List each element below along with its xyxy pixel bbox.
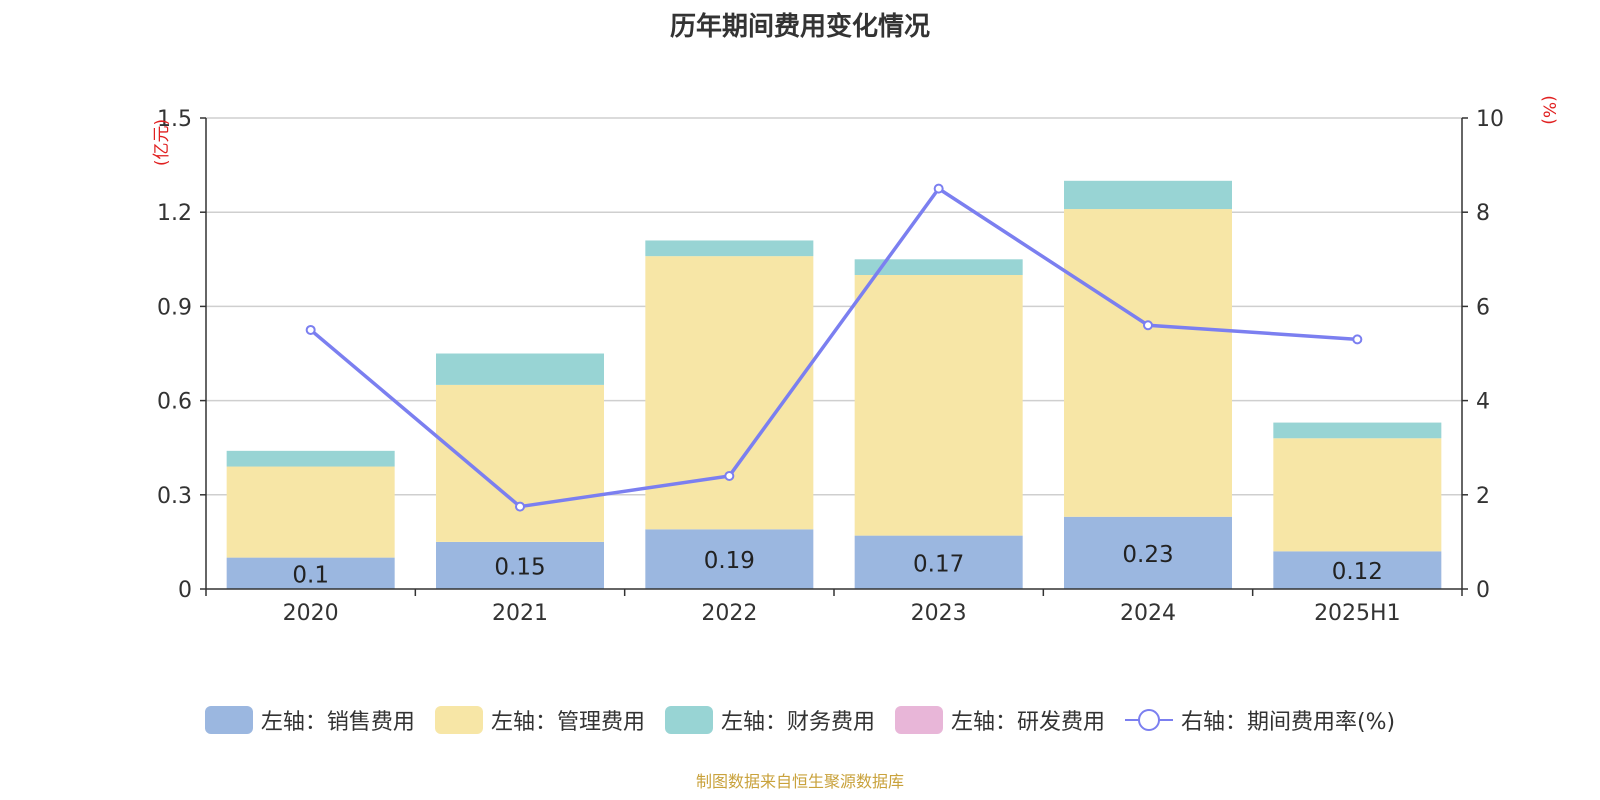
rate-point <box>515 501 525 512</box>
x-axis-tick-label: 2025H1 <box>1314 601 1401 626</box>
legend-swatch-rnd <box>894 706 943 734</box>
chart-plot: 0 0.3 0.6 0.9 1.2 1.5 0 2 4 6 8 10 0.1 2020 0.15 2021 0.… <box>157 107 1504 626</box>
bar-segment-0 <box>436 541 604 589</box>
bar-segment-1 <box>854 275 1023 536</box>
left-axis-tick-label: 0.3 <box>157 484 192 509</box>
legend-item-rate[interactable]: 右轴：期间费用率(%) <box>1124 704 1396 736</box>
legend-label-finance: 左轴：财务费用 <box>720 710 875 735</box>
bar-segment-2 <box>1064 180 1232 210</box>
right-axis-tick-label: 0 <box>1476 578 1490 603</box>
bar-data-label: 0.1 <box>292 562 329 588</box>
chart-legend: 左轴：销售费用 左轴：管理费用 左轴：财务费用 左轴：研发费用 右轴：期间费用率… <box>0 704 1600 736</box>
right-axis-tick-label: 2 <box>1476 484 1490 509</box>
legend-swatch-sales <box>204 706 253 734</box>
legend-swatch-finance <box>664 706 713 734</box>
right-axis-unit: (%) <box>1534 95 1563 124</box>
left-axis-unit-text: (亿元) <box>152 118 173 167</box>
x-axis-tick-label: 2020 <box>283 601 339 626</box>
rate-point <box>933 183 944 194</box>
legend-line-marker-icon <box>1124 709 1173 731</box>
legend-item-rnd[interactable]: 左轴：研发费用 <box>894 704 1105 736</box>
bar-data-label: 0.12 <box>1332 559 1383 585</box>
left-axis-unit: (亿元) <box>136 119 172 166</box>
x-axis-tick-label: 2022 <box>701 601 757 626</box>
bar-segment-2 <box>645 240 814 257</box>
right-axis-tick-label: 8 <box>1476 201 1490 226</box>
bar-segment-1 <box>226 466 395 558</box>
rate-point <box>305 324 316 335</box>
bar-data-label: 0.19 <box>704 548 755 574</box>
bar-segment-1 <box>436 384 604 542</box>
left-axis-tick-label: 0.9 <box>157 295 192 320</box>
bar-segment-0 <box>1064 516 1232 589</box>
legend-swatch-admin <box>434 706 483 734</box>
x-axis-tick-label: 2023 <box>911 601 967 626</box>
legend-item-finance[interactable]: 左轴：财务费用 <box>664 704 875 736</box>
left-axis-tick-label: 0 <box>178 578 192 603</box>
right-axis-unit-text: (%) <box>1538 95 1559 125</box>
right-axis-tick-label: 6 <box>1476 295 1490 320</box>
bar-segment-1 <box>1064 209 1232 517</box>
legend-label-admin: 左轴：管理费用 <box>490 710 645 735</box>
left-axis-tick-label: 1.5 <box>157 107 192 132</box>
source-note: 制图数据来自恒生聚源数据库 <box>695 772 904 791</box>
legend-label-sales: 左轴：销售费用 <box>260 710 415 735</box>
left-axis-tick-label: 1.2 <box>157 201 192 226</box>
left-axis-tick-label: 0.6 <box>157 390 192 415</box>
legend-item-sales[interactable]: 左轴：销售费用 <box>204 704 415 736</box>
bar-segment-1 <box>1273 438 1442 552</box>
legend-swatch-rate <box>1124 706 1173 734</box>
right-axis-tick-label: 10 <box>1476 107 1504 132</box>
bar-data-label: 0.17 <box>913 551 964 577</box>
x-axis-tick-label: 2021 <box>492 601 548 626</box>
bar-data-label: 0.23 <box>1122 542 1173 568</box>
legend-label-rnd: 左轴：研发费用 <box>950 710 1105 735</box>
bar-segment-0 <box>854 535 1023 589</box>
rate-point <box>1352 334 1363 345</box>
bar-segment-2 <box>436 353 604 385</box>
right-axis-tick-label: 4 <box>1476 390 1490 415</box>
x-axis-tick-label: 2024 <box>1120 601 1176 626</box>
bar-segment-0 <box>645 529 814 589</box>
rate-point <box>724 470 735 481</box>
rate-point <box>1143 320 1153 331</box>
legend-item-admin[interactable]: 左轴：管理费用 <box>434 704 645 736</box>
bar-segment-2 <box>854 259 1023 275</box>
bar-segment-2 <box>226 450 395 467</box>
bar-segment-0 <box>1273 551 1442 589</box>
legend-label-rate: 右轴：期间费用率(%) <box>1180 710 1396 735</box>
chart-title: 历年期间费用变化情况 <box>669 12 930 42</box>
bar-segment-2 <box>1273 422 1442 439</box>
rate-line <box>309 186 1358 509</box>
bar-segment-0 <box>226 557 395 589</box>
bar-data-label: 0.15 <box>494 554 545 580</box>
